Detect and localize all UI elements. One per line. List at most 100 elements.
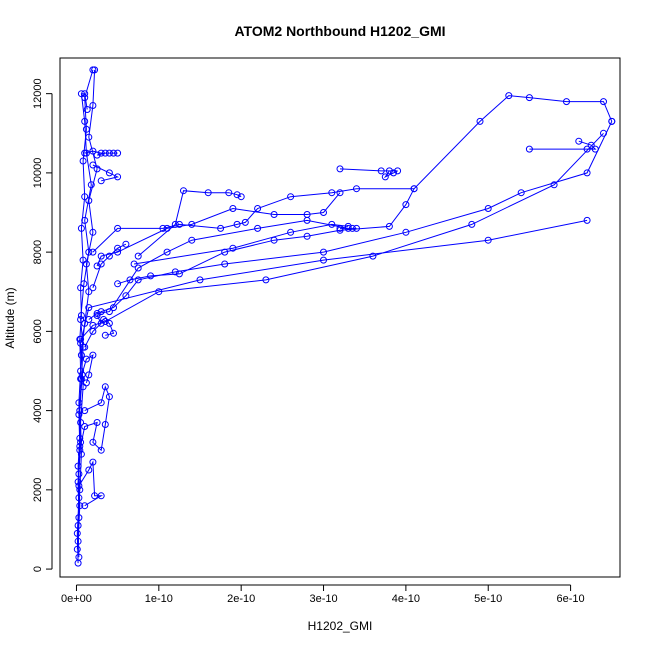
data-point	[336, 165, 344, 173]
data-point	[303, 211, 311, 218]
data-point	[77, 335, 85, 343]
data-point	[385, 222, 393, 230]
data-point	[225, 189, 233, 197]
data-point	[85, 304, 93, 312]
data-point	[563, 98, 570, 106]
data-point	[270, 211, 278, 218]
x-axis: 0e+00 1e-10 2e-10 3e-10 4e-10 5e-10 6e-10	[61, 584, 585, 605]
data-point	[525, 145, 533, 153]
data-point	[81, 502, 89, 510]
data-point	[85, 316, 93, 323]
y-tick-label: 12000	[32, 78, 44, 109]
data-point	[114, 280, 122, 288]
data-point	[91, 492, 99, 500]
data-point	[89, 321, 97, 329]
data-point	[221, 260, 229, 268]
series-line	[96, 192, 341, 267]
x-tick-label: 3e-10	[309, 593, 337, 605]
data-point	[126, 276, 134, 284]
data-point	[237, 193, 245, 201]
data-point	[79, 157, 87, 165]
data-point	[320, 248, 327, 256]
data-point	[303, 232, 311, 240]
x-tick-label: 6e-10	[557, 593, 585, 605]
data-point	[105, 252, 113, 260]
data-point	[74, 537, 82, 545]
data-point	[188, 236, 196, 244]
data-point	[608, 117, 616, 125]
data-point	[122, 240, 130, 248]
series-line	[529, 140, 597, 150]
series-6	[77, 351, 97, 387]
data-point	[89, 438, 97, 446]
x-tick-label: 2e-10	[227, 593, 255, 605]
data-point	[410, 185, 418, 193]
data-point	[336, 189, 344, 197]
data-point	[93, 151, 101, 159]
data-point	[233, 220, 241, 228]
data-point	[390, 169, 397, 177]
x-tick-label: 1e-10	[145, 593, 173, 605]
data-point	[73, 529, 81, 537]
data-point	[77, 450, 85, 458]
data-point	[476, 117, 484, 125]
y-axis: 0 2000 4000 6000 8000 10000 12000	[32, 78, 53, 572]
series-14	[89, 92, 616, 256]
series-15	[134, 187, 245, 260]
data-point	[83, 106, 91, 113]
data-point	[85, 248, 93, 256]
series-19	[81, 147, 122, 159]
data-point	[85, 288, 93, 296]
data-point	[287, 228, 295, 236]
data-point	[575, 137, 583, 145]
data-point	[369, 252, 377, 260]
data-point	[81, 193, 89, 201]
series-3	[74, 216, 591, 545]
data-point	[77, 224, 85, 232]
data-point	[97, 252, 105, 260]
data-point	[377, 167, 385, 175]
data-point	[114, 244, 122, 252]
data-point	[254, 224, 262, 232]
data-point	[159, 224, 167, 232]
data-point	[402, 201, 410, 209]
data-point	[229, 244, 237, 252]
data-point	[100, 316, 108, 323]
x-axis-label: H1202_GMI	[308, 619, 373, 633]
data-point	[76, 407, 84, 415]
data-point	[81, 149, 89, 157]
data-point	[97, 492, 105, 500]
data-point	[89, 284, 97, 292]
data-point	[484, 205, 492, 212]
data-point	[163, 248, 171, 256]
data-point	[101, 318, 109, 325]
data-point	[97, 308, 105, 316]
data-point	[600, 129, 607, 137]
series-5	[76, 383, 113, 454]
series-line	[79, 385, 110, 452]
data-point	[110, 149, 117, 157]
data-point	[81, 423, 89, 430]
data-point	[105, 149, 113, 157]
data-point	[550, 181, 558, 189]
data-point	[73, 545, 81, 553]
data-point	[196, 276, 204, 284]
y-tick-label: 8000	[32, 240, 44, 264]
data-point	[344, 224, 352, 232]
y-tick-label: 6000	[32, 319, 44, 343]
data-point	[75, 470, 83, 478]
data-point	[328, 220, 336, 228]
data-point	[344, 222, 352, 230]
series-18	[525, 137, 599, 153]
data-point	[101, 421, 109, 428]
series-20	[89, 161, 122, 185]
series-line	[80, 132, 604, 340]
data-point	[77, 375, 85, 383]
data-point	[97, 399, 105, 407]
series-11	[89, 240, 130, 292]
series-12	[114, 185, 418, 288]
data-point	[505, 92, 513, 100]
data-point	[204, 189, 212, 197]
series-line	[92, 164, 120, 182]
